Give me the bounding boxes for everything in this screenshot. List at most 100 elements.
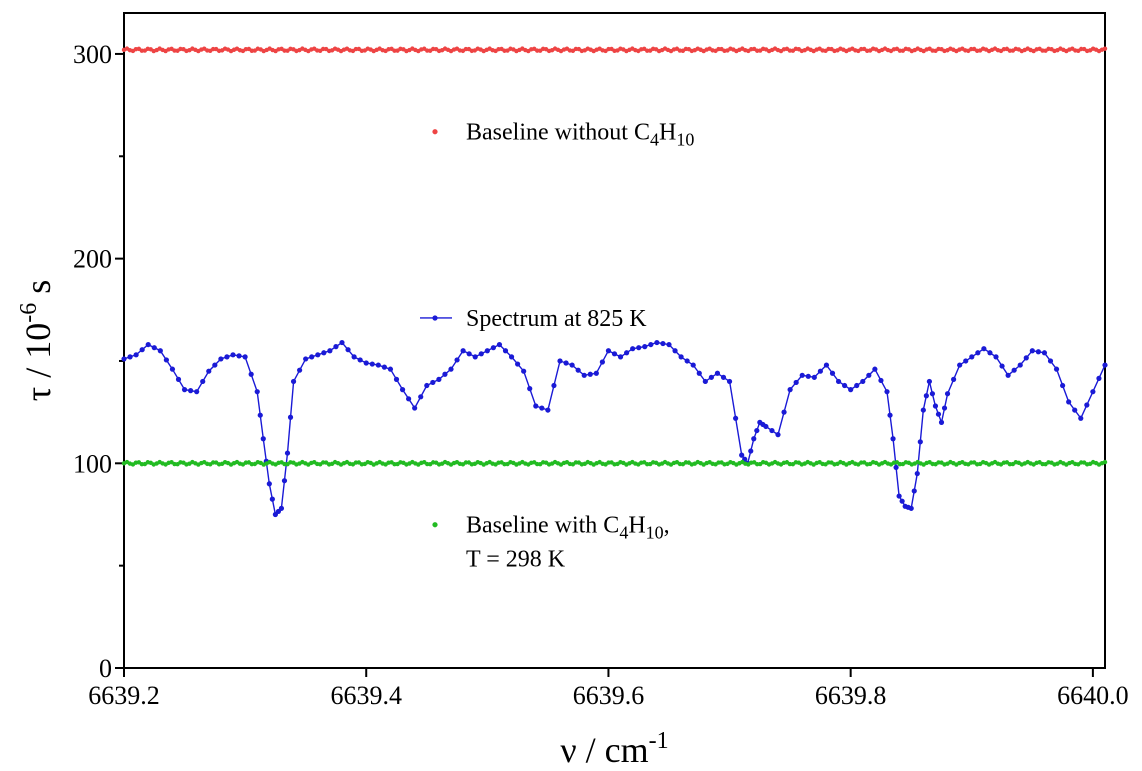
series-1-point (975, 350, 981, 356)
plot-border (123, 12, 1106, 669)
series-1-point (781, 409, 787, 415)
series-1-point (327, 348, 333, 354)
series-1-point (951, 376, 957, 382)
legend-marker (432, 315, 438, 321)
series-1-point (266, 481, 272, 487)
series-1-point (442, 371, 448, 377)
series-1-point (587, 371, 593, 377)
series-1-point (660, 340, 666, 347)
series-1-point (375, 362, 381, 368)
series-1-point (935, 411, 942, 417)
series-1-point (1041, 350, 1048, 356)
series-1-point (726, 378, 733, 385)
series-1-point (751, 436, 757, 442)
series-1-point (799, 372, 805, 378)
series-1-point (242, 354, 248, 360)
series-1-point (884, 389, 890, 395)
y-tick-label: 300 (73, 40, 112, 69)
series-1-point (508, 354, 515, 360)
series-1-point (938, 419, 945, 425)
y-tick-label: 0 (99, 654, 112, 683)
series-1-point (739, 452, 745, 458)
series-1-point (406, 396, 412, 402)
series-1-point (145, 341, 151, 348)
series-1-point (412, 405, 418, 411)
series-1-point (466, 351, 472, 357)
series-1-point (672, 348, 678, 354)
series-1-point (303, 356, 309, 362)
series-1-point (999, 363, 1005, 369)
series-1-point (363, 360, 369, 366)
series-1-point (436, 376, 442, 382)
series-1-point (309, 354, 315, 360)
series-1-point (472, 354, 478, 360)
series-1-point (218, 356, 224, 362)
series-1-point (887, 412, 893, 418)
series-1-point (811, 374, 817, 380)
series-1-point (224, 354, 230, 360)
x-tick-label: 6639.6 (573, 681, 645, 710)
series-1-point (206, 368, 212, 374)
series-1-point (823, 362, 830, 368)
series-1-point (351, 354, 357, 360)
series-1-point (387, 366, 394, 372)
series-1-point (339, 339, 345, 346)
series-1-point (315, 352, 321, 358)
y-axis: 0 100 200 300 (73, 40, 124, 683)
series-1-point (1066, 399, 1072, 405)
series-1-point (369, 361, 375, 367)
series-1-point (605, 348, 612, 354)
series-1-point (200, 378, 206, 385)
series-1-point (1060, 382, 1066, 389)
series-1-point (175, 376, 182, 382)
series-1-point (139, 347, 145, 353)
legend-label-line2: T = 298 K (466, 547, 566, 573)
series-1-point (287, 414, 294, 420)
series-1-point (932, 403, 939, 409)
legend-entry-1: Spectrum at 825 K (420, 306, 647, 332)
x-tick-label: 6640.0 (1057, 681, 1129, 710)
series-1-point (944, 391, 951, 397)
series-1-point (769, 427, 775, 434)
x-tick-label: 6639.8 (815, 681, 887, 710)
series-1-point (478, 351, 484, 357)
series-1-line (123, 341, 1106, 516)
series-1-point (720, 374, 727, 380)
series-1-point (1053, 366, 1060, 372)
series-1-point (551, 382, 557, 389)
series-1-point (993, 354, 999, 360)
series-1-point (957, 362, 963, 368)
series-1-point (805, 373, 811, 379)
series-1-point (1090, 389, 1096, 395)
series-1-point (133, 352, 139, 358)
series-1-point (1078, 415, 1084, 421)
series-1-point (1102, 362, 1108, 368)
series-1-point (708, 374, 714, 380)
series-1-point (260, 436, 266, 442)
series-1-point (1011, 367, 1017, 373)
series-1-point (893, 464, 899, 471)
series-1-point (890, 436, 896, 442)
series-1-point (333, 344, 339, 350)
series-1-point (690, 362, 696, 368)
series-1-point (829, 370, 836, 376)
series-1-point (1017, 362, 1023, 368)
series-1-point (188, 388, 194, 394)
series-1-point (866, 372, 872, 378)
series-1-point (733, 415, 739, 421)
legend-label: Baseline with C4H10, (466, 513, 670, 543)
legend-marker (432, 522, 438, 528)
series-1-point (599, 359, 605, 365)
series-1-point (127, 354, 133, 360)
series-1-point (923, 393, 929, 399)
x-axis-title: ν / cm-1 (560, 728, 668, 770)
series-1-point (527, 386, 533, 392)
series-1-point (666, 341, 672, 348)
series-1-point (399, 387, 406, 393)
series-1-point (908, 505, 914, 511)
series-1-point (278, 505, 285, 511)
series-1-point (648, 341, 654, 348)
series-1-point (496, 341, 503, 348)
series-1-point (1023, 355, 1029, 361)
series-1-point (424, 382, 430, 389)
